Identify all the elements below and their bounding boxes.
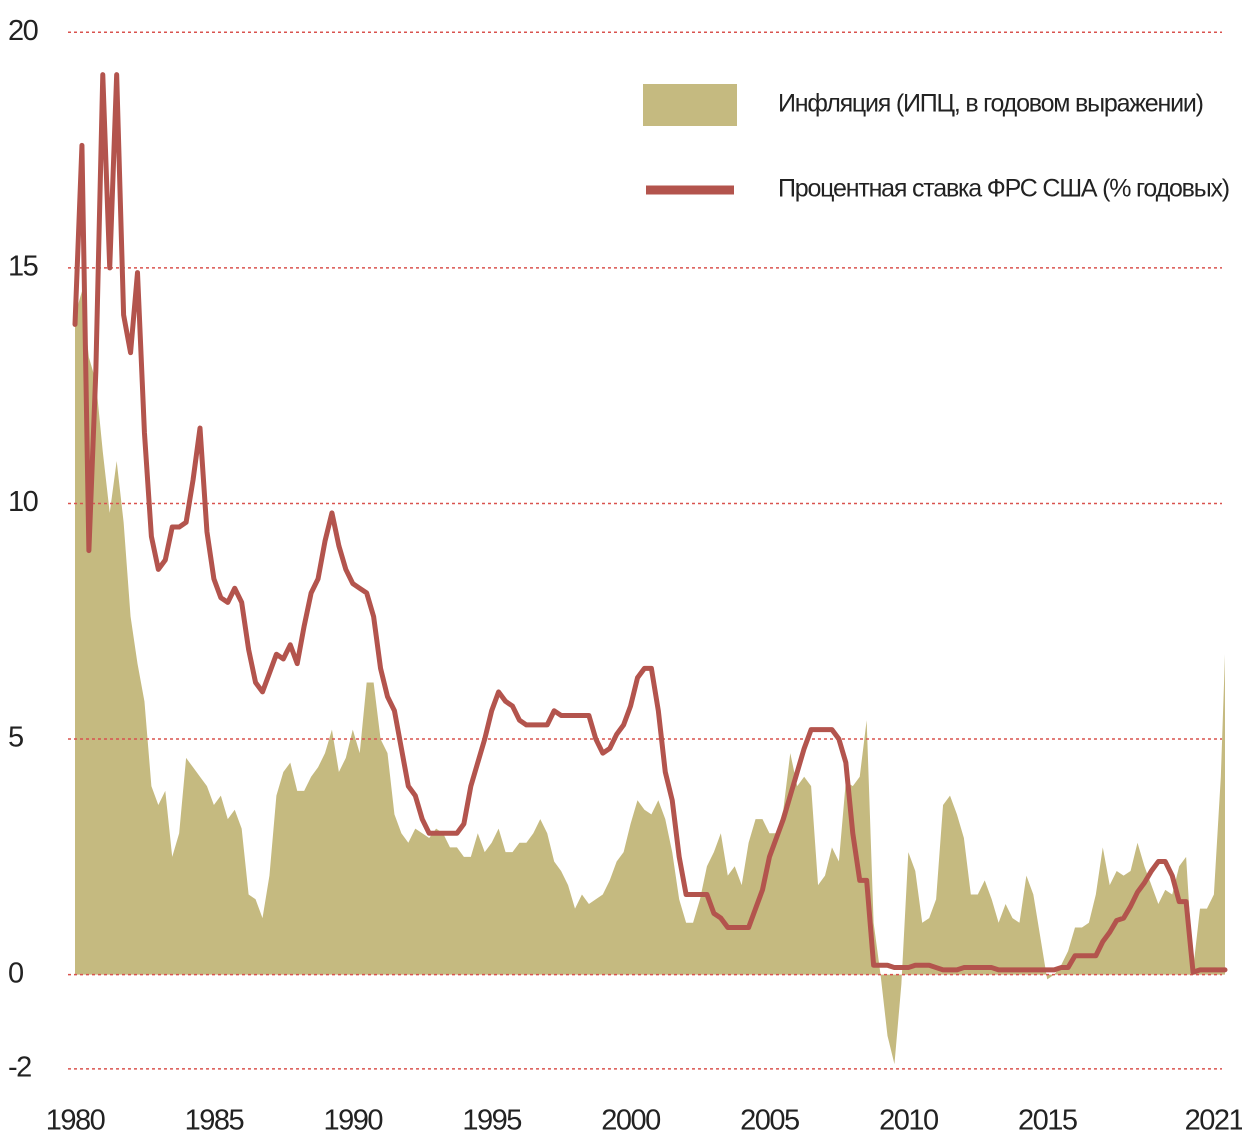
inflation-area [75, 291, 1225, 1065]
y-tick-label: 5 [8, 722, 23, 754]
x-tick-label: 2021 [1185, 1105, 1242, 1137]
x-tick-label: 1980 [46, 1105, 105, 1137]
legend-label: Инфляция (ИПЦ, в годовом выражении) [778, 90, 1203, 118]
y-tick-label: 15 [8, 251, 38, 283]
x-tick-label: 1985 [185, 1105, 244, 1137]
legend-label: Процентная ставка ФРС США (% годовых) [778, 175, 1229, 203]
legend-swatch [643, 84, 737, 126]
y-tick-label: 0 [8, 957, 23, 989]
x-tick-label: 2005 [740, 1105, 799, 1137]
y-tick-label: 10 [8, 486, 38, 518]
x-tick-label: 1990 [324, 1105, 383, 1137]
legend: Инфляция (ИПЦ, в годовом выражении) Проце… [643, 84, 1230, 203]
y-tick-label: 20 [8, 15, 38, 47]
rate-line [72, 72, 1228, 975]
x-tick-label: 2015 [1018, 1105, 1077, 1137]
x-tick-label: 1995 [462, 1105, 521, 1137]
x-tick-label: 2000 [601, 1105, 660, 1137]
x-tick-label: 2010 [879, 1105, 938, 1137]
y-tick-label: -2 [8, 1052, 31, 1084]
